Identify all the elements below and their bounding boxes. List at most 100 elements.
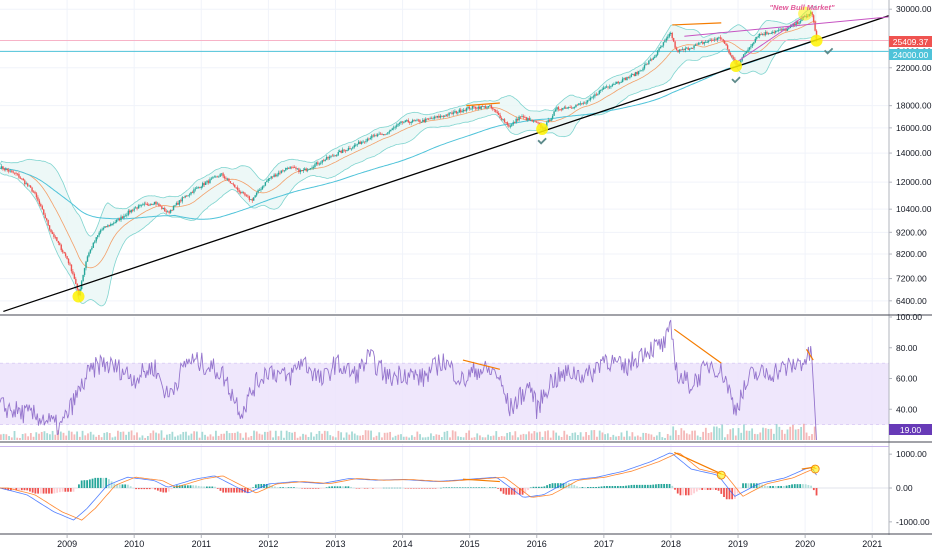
price-candle: [213, 175, 216, 178]
macd-histogram-bar: [608, 485, 611, 488]
candle-body: [512, 122, 514, 125]
price-candle: [776, 30, 778, 32]
volume-bar: [204, 434, 206, 440]
price-candle: [379, 132, 382, 135]
candle-body: [239, 192, 242, 194]
volume-bar: [517, 437, 519, 440]
candle-body: [60, 244, 62, 251]
macd-histogram-bar: [102, 477, 105, 488]
price-candle: [624, 76, 627, 81]
price-candle: [304, 167, 306, 171]
price-candle: [493, 108, 495, 113]
macd-histogram-bar: [494, 487, 497, 488]
price-candle: [432, 116, 434, 120]
candle-body: [143, 203, 146, 205]
candle-body: [489, 105, 491, 107]
price-candle: [69, 261, 71, 267]
candle-body: [29, 185, 32, 188]
price-candle: [378, 131, 380, 135]
candle-body: [398, 122, 401, 124]
macd-tick-label: 1000.00: [896, 449, 927, 459]
macd-histogram-bar: [39, 488, 42, 494]
candle-body: [56, 237, 58, 241]
new-bull-market-annotation: "New Bull Market": [769, 3, 834, 12]
candle-body: [811, 12, 813, 16]
candle-body: [334, 155, 337, 157]
price-candle: [812, 14, 815, 24]
price-candle: [169, 209, 172, 214]
candle-body: [204, 182, 207, 186]
macd-histogram-bar: [358, 488, 361, 489]
candle-body: [776, 30, 778, 32]
macd-histogram-bar: [755, 483, 758, 488]
volume-bar: [27, 436, 30, 440]
macd-histogram-bar: [660, 483, 663, 488]
rsi-divergence-line: [462, 359, 500, 370]
macd-histogram-bar: [235, 488, 238, 493]
candle-body: [210, 178, 213, 180]
candle-body: [617, 81, 619, 83]
volume-bar: [51, 430, 54, 440]
candle-body: [343, 149, 345, 151]
candle-body: [763, 33, 765, 35]
macd-histogram-bar: [208, 486, 211, 488]
price-candle: [479, 105, 481, 109]
price-candle: [694, 43, 697, 46]
price-candle: [417, 118, 420, 122]
macd-histogram-bar: [578, 486, 581, 488]
macd-histogram-bar: [518, 488, 521, 495]
candle-body: [581, 103, 583, 105]
candle-body: [261, 186, 264, 190]
candle-body: [477, 106, 479, 109]
volume-bar: [786, 429, 789, 440]
macd-histogram-bar: [355, 488, 358, 489]
candle-body: [758, 33, 761, 37]
price-candle: [528, 116, 530, 121]
volume-bar: [522, 433, 525, 440]
price-candle: [758, 33, 761, 39]
candle-body: [562, 107, 564, 110]
macd-histogram-bar: [709, 488, 712, 491]
price-candle: [336, 154, 338, 158]
volume-bar: [261, 434, 264, 440]
candle-body: [206, 180, 208, 183]
price-candle: [270, 175, 272, 180]
macd-histogram-bar: [603, 486, 606, 488]
candle-body: [725, 43, 727, 46]
candle-body: [187, 195, 189, 197]
price-candle: [61, 248, 64, 254]
candle-body: [586, 100, 589, 103]
candle-body: [344, 150, 347, 152]
price-candle: [648, 60, 650, 65]
price-candle: [591, 96, 593, 99]
macd-histogram-bar: [663, 483, 666, 488]
x-tick-label: 2021: [862, 539, 882, 549]
candle-body: [649, 59, 652, 61]
volume-bar: [57, 430, 59, 440]
volume-bar: [212, 436, 215, 440]
price-candle: [667, 34, 669, 41]
highlighted-low: [810, 34, 823, 47]
price-candle: [518, 115, 520, 122]
price-candle: [273, 173, 275, 178]
macd-histogram-bar: [551, 483, 554, 488]
candle-body: [785, 29, 787, 31]
candle-body: [43, 209, 45, 215]
macd-histogram-bar: [728, 488, 731, 500]
price-candle: [442, 114, 444, 119]
price-candle: [474, 106, 477, 111]
macd-histogram-bar: [333, 486, 336, 488]
macd-histogram-bar: [785, 485, 788, 488]
macd-histogram-bar: [777, 485, 780, 488]
macd-histogram-bar: [260, 483, 263, 488]
macd-histogram-bar: [105, 477, 108, 488]
volume-bar: [593, 430, 596, 440]
price-candle: [15, 171, 17, 176]
candle-body: [460, 109, 462, 113]
volume-bar: [220, 433, 223, 440]
price-candle: [659, 45, 662, 49]
volume-bar: [435, 434, 438, 440]
volume-bar: [617, 436, 620, 440]
price-candle: [219, 173, 221, 177]
volume-bar: [264, 431, 266, 440]
